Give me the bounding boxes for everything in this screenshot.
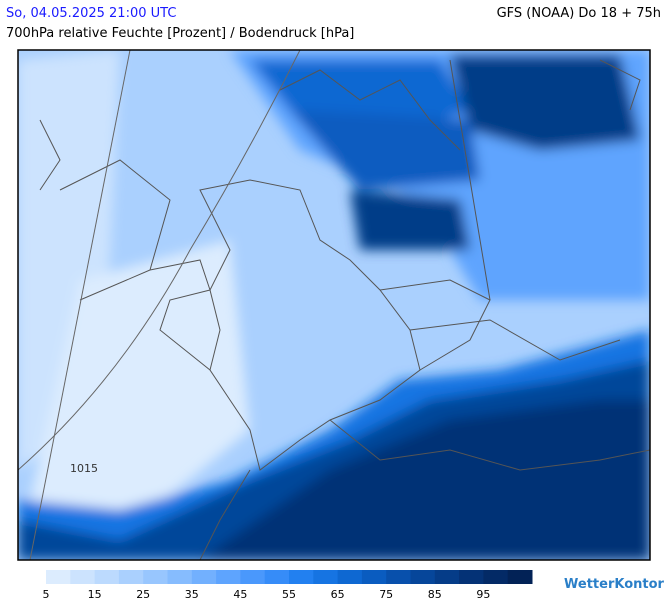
humidity-field: [18, 50, 650, 560]
colorbar-tick-label: 75: [379, 588, 393, 600]
colorbar-tick-label: 25: [136, 588, 150, 600]
colorbar-tick-label: 5: [43, 588, 50, 600]
logo: WetterKontor: [564, 577, 665, 592]
borders: [18, 50, 650, 560]
colorbar-swatch: [410, 570, 436, 584]
datetime: So, 04.05.2025 21:00 UTC: [6, 6, 177, 21]
colorbar-swatch: [191, 570, 217, 584]
model-run: GFS (NOAA) Do 18 + 75h: [496, 6, 661, 21]
colorbar-tick-label: 35: [185, 588, 199, 600]
colorbar-swatch: [167, 570, 193, 584]
colorbar-swatch: [240, 570, 266, 584]
subtitle: 700hPa relative Feuchte [Prozent] / Bode…: [6, 26, 355, 41]
colorbar-swatch: [459, 570, 484, 584]
map-frame: [17, 49, 651, 561]
colorbar-swatch: [264, 570, 290, 584]
colorbar-swatch: [143, 570, 168, 584]
colorbar-swatch: [361, 570, 387, 584]
colorbar-swatch: [46, 570, 71, 584]
colorbar-swatch: [289, 570, 314, 584]
colorbar-swatch: [118, 570, 144, 584]
colorbar-tick-label: 45: [233, 588, 247, 600]
colorbar-swatch: [337, 570, 363, 584]
isobar-label: 1015: [70, 462, 98, 475]
colorbar-tick-label: 85: [428, 588, 442, 600]
colorbar-swatch: [70, 570, 96, 584]
colorbar-swatch: [434, 570, 460, 584]
colorbar-swatch: [386, 570, 411, 584]
colorbar-swatch: [507, 570, 533, 584]
colorbar-swatch: [94, 570, 120, 584]
colorbar-swatch: [216, 570, 241, 584]
colorbar-tick-label: 65: [331, 588, 345, 600]
colorbar-swatch: [313, 570, 339, 584]
colorbar-tick-label: 55: [282, 588, 296, 600]
colorbar: 5 15 25 35 45 55 65 75 85 95: [43, 570, 533, 600]
colorbar-swatch: [483, 570, 509, 584]
colorbar-tick-label: 95: [476, 588, 490, 600]
colorbar-tick-label: 15: [88, 588, 102, 600]
